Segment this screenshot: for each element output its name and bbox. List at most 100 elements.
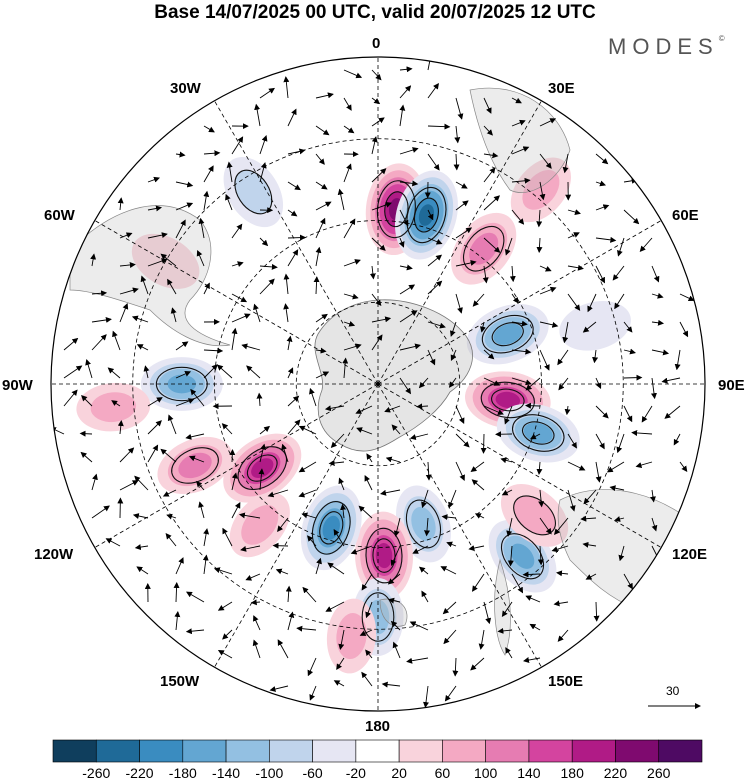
wind-arrow: [203, 150, 221, 157]
wind-arrow: [259, 162, 267, 183]
wind-arrow: [315, 313, 328, 323]
wind-arrow: [333, 529, 345, 547]
meridian-line: [214, 383, 379, 668]
wind-arrow: [427, 321, 446, 329]
wind-arrow: [511, 573, 524, 594]
wind-arrow: [468, 545, 485, 551]
wind-arrow: [423, 685, 429, 709]
wind-arrow: [167, 278, 177, 295]
wind-arrow: [119, 303, 129, 323]
wind-arrow: [275, 568, 289, 575]
wind-arrow: [238, 512, 261, 519]
wind-arrow: [91, 473, 98, 491]
wind-arrow: [474, 513, 485, 519]
lon-label-120e: 120E: [672, 546, 708, 563]
wind-arrow: [63, 389, 78, 407]
wind-arrow: [355, 405, 373, 414]
wind-arrow: [455, 405, 465, 425]
wind-arrow: [85, 358, 93, 379]
wind-arrow: [523, 657, 541, 663]
wind-arrow: [143, 365, 150, 379]
anomaly-band: [469, 232, 499, 265]
contour-ring: [311, 501, 351, 555]
wind-arrow: [623, 321, 633, 333]
wind-arrow: [585, 573, 597, 580]
wind-arrow: [483, 349, 495, 360]
wind-arrow: [259, 135, 268, 155]
wind-arrow: [674, 349, 681, 371]
wind-arrow: [186, 591, 205, 603]
wind-arrow: [343, 259, 361, 267]
wind-arrow: [582, 541, 597, 548]
colorbar-swatch: [615, 739, 660, 763]
wind-arrow: [170, 307, 177, 323]
contour-ring: [513, 495, 556, 536]
wind-arrow: [107, 367, 121, 379]
wind-arrow: [450, 349, 457, 362]
lon-label-30w: 30W: [170, 80, 201, 97]
colorbar-tick-label: 180: [560, 765, 584, 781]
colorbar-swatch: [269, 739, 313, 763]
wind-arrow: [567, 461, 586, 471]
wind-arrow: [551, 545, 569, 553]
wind-arrow: [536, 209, 543, 228]
wind-arrow: [506, 517, 513, 537]
wind-arrow: [651, 292, 664, 299]
wind-arrow: [399, 310, 418, 323]
anomaly-cell: [394, 170, 458, 260]
colorbar-tick-label: -60: [302, 765, 323, 781]
colorbar-tick-label: -260: [82, 765, 111, 781]
wind-arrow: [609, 485, 625, 492]
wind-arrow: [338, 629, 345, 651]
wind-arrow: [188, 455, 205, 463]
wind-arrow: [449, 321, 457, 337]
wind-arrow: [392, 641, 401, 659]
wind-arrow: [246, 365, 261, 379]
wind-arrow: [240, 545, 261, 552]
wind-arrow: [371, 168, 387, 183]
wind-arrow: [399, 264, 413, 271]
colorbar-swatch: [52, 739, 97, 763]
wind-arrow: [231, 136, 244, 155]
wind-arrow: [259, 425, 271, 435]
anomaly-band: [90, 392, 137, 423]
wind-arrow: [673, 433, 681, 446]
anomaly-band: [559, 301, 631, 351]
colorbar-tick-label: -180: [168, 765, 197, 781]
wind-arrow: [259, 443, 266, 463]
wind-arrow: [371, 136, 378, 155]
wind-arrow: [298, 489, 317, 498]
wind-arrow: [504, 405, 513, 425]
wind-arrow: [315, 201, 332, 211]
wind-arrow: [277, 639, 289, 659]
wind-arrow: [330, 433, 345, 449]
wind-arrow: [315, 557, 322, 575]
wind-arrow: [399, 180, 419, 187]
lon-label-90e: 90E: [718, 377, 745, 394]
wind-arrow: [483, 125, 493, 136]
lon-label-90w: 90W: [2, 377, 33, 394]
anomaly-band: [241, 505, 279, 545]
wind-arrow: [441, 514, 457, 521]
wind-arrow: [216, 364, 233, 379]
wind-arrow: [190, 388, 205, 407]
colorbar-swatch: [182, 739, 227, 763]
wind-arrow: [196, 249, 205, 267]
wind-arrow: [455, 97, 464, 120]
wind-arrow: [483, 152, 499, 159]
wind-arrow: [623, 374, 643, 381]
meridian-line: [377, 383, 662, 548]
wind-arrow: [203, 364, 218, 379]
wind-arrow: [616, 433, 625, 454]
wind-arrow: [511, 209, 525, 225]
wind-arrow: [338, 477, 345, 491]
wind-arrow: [343, 69, 363, 79]
wind-arrow: [529, 433, 541, 440]
contour-line: [237, 446, 287, 491]
wind-arrow: [409, 433, 429, 441]
wind-arrow: [595, 433, 605, 450]
wind-arrow: [91, 290, 108, 297]
wind-arrow: [361, 573, 373, 591]
wind-arrow: [452, 657, 459, 677]
